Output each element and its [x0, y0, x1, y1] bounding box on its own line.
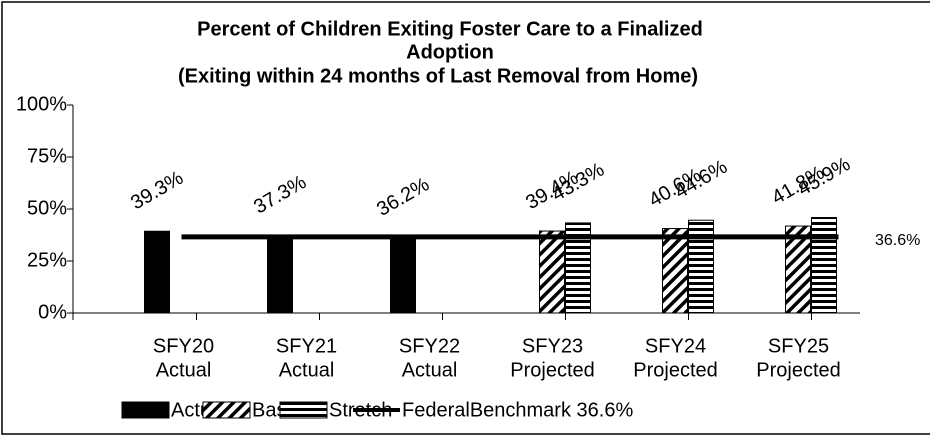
legend-swatch: [279, 401, 328, 419]
chart-title: Adoption: [406, 41, 494, 63]
y-tick-label: 100%: [16, 93, 67, 115]
data-label: 37.3%: [250, 171, 310, 219]
x-tick-label: Projected: [510, 359, 595, 381]
bar: [811, 217, 837, 314]
x-tick-label: SFY22: [399, 335, 460, 357]
x-tick-label: SFY24: [645, 335, 706, 357]
bar: [144, 230, 170, 314]
y-tick-label: 25%: [27, 249, 67, 271]
data-label: 36.6%: [875, 232, 920, 249]
x-tick-label: Projected: [756, 359, 841, 381]
legend-swatch: [202, 401, 251, 419]
bar: [267, 234, 293, 314]
x-tick-label: Actual: [156, 359, 212, 381]
x-tick-label: SFY23: [522, 335, 583, 357]
y-tick-label: 75%: [27, 145, 67, 167]
bar: [688, 219, 714, 314]
legend-label: FederalBenchmark 36.6%: [402, 399, 633, 421]
chart-title: Percent of Children Exiting Foster Care …: [197, 18, 703, 40]
data-label: 44.6%: [671, 156, 731, 204]
data-label: 43.3%: [548, 159, 608, 207]
x-tick-label: Actual: [279, 359, 335, 381]
y-tick-label: 50%: [27, 197, 67, 219]
bar: [662, 228, 688, 314]
data-label: 45.9%: [794, 153, 854, 201]
bar: [390, 237, 416, 314]
x-tick-label: SFY20: [153, 335, 214, 357]
x-tick-label: Actual: [402, 359, 458, 381]
y-tick-label: 0%: [38, 301, 67, 323]
chart-title: (Exiting within 24 months of Last Remova…: [178, 65, 698, 87]
bar: [785, 225, 811, 314]
x-tick-label: SFY25: [768, 335, 829, 357]
x-tick-label: Projected: [633, 359, 718, 381]
data-label: 36.2%: [373, 173, 433, 221]
data-label: 39.3%: [127, 167, 187, 215]
x-tick-label: SFY21: [276, 335, 337, 357]
legend-swatch: [121, 401, 170, 419]
bar: [539, 230, 565, 314]
